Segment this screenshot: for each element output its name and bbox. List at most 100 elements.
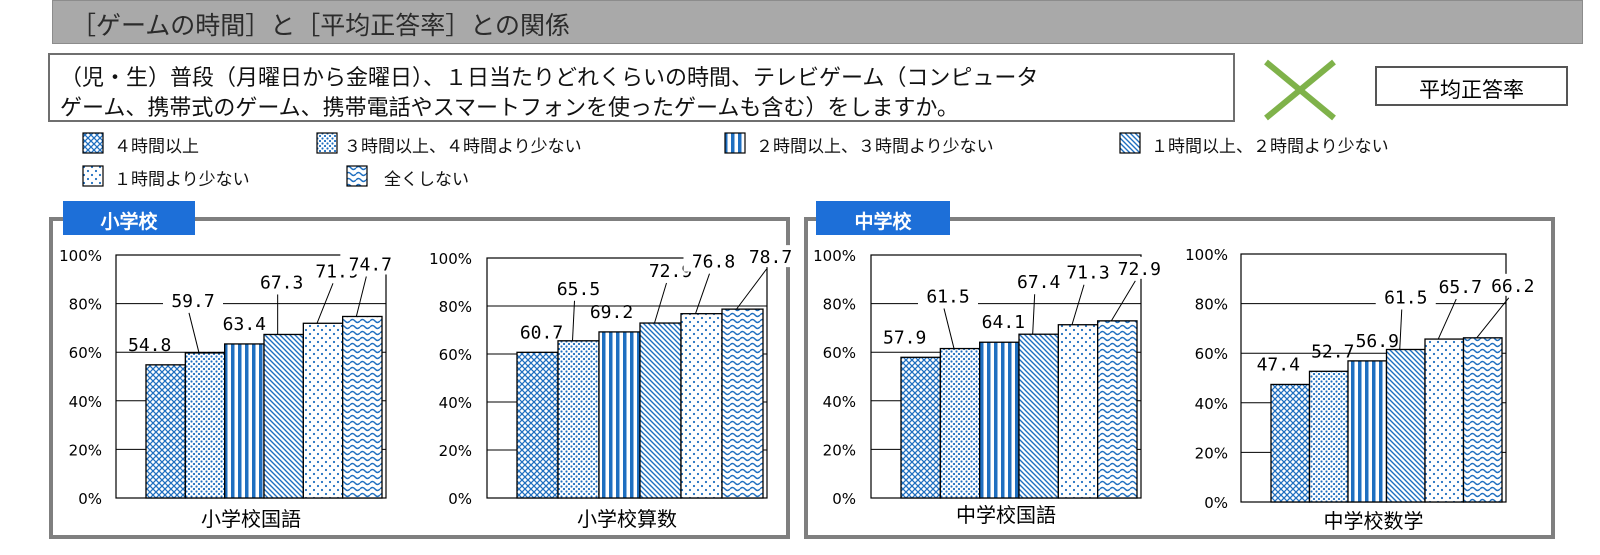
- leader-line: [1032, 294, 1036, 335]
- y-tick-label: 40%: [439, 394, 472, 412]
- leader-line: [943, 308, 955, 349]
- legend-swatch: [316, 132, 338, 154]
- value-label-bg: [548, 276, 609, 299]
- bar-under-1h: [302, 322, 344, 499]
- y-tick-label: 20%: [69, 441, 102, 459]
- bar-none: [721, 308, 764, 499]
- value-label: 47.4: [1257, 354, 1300, 375]
- cross-icon: [1264, 59, 1336, 121]
- chart-2: 0% 20% 40% 60% 80% 100% 60.7 65.569.2 72.9 76.8 78…: [429, 245, 801, 531]
- value-label: 61.5: [926, 287, 969, 308]
- y-tick-label: 80%: [1195, 296, 1228, 314]
- legend-label: 全くしない: [384, 170, 469, 190]
- chart-1: 0%20%40%60%80%100%54.859.763.467.371.974…: [59, 247, 401, 531]
- value-label-bg: [1008, 270, 1069, 293]
- value-label-bg: [1430, 275, 1491, 298]
- legend-label: １時間以上、２時間より少ない: [1151, 137, 1389, 157]
- legend-swatch: [724, 132, 746, 154]
- value-label-bg: [340, 252, 401, 275]
- bar-3-4h: [184, 352, 226, 499]
- measure-box: 平均正答率: [1375, 66, 1568, 106]
- value-label: 72.9: [649, 261, 692, 282]
- legend-swatch: [346, 165, 368, 187]
- y-tick-label: 80%: [439, 298, 472, 316]
- value-label: 74.7: [349, 254, 392, 275]
- y-tick-label: 20%: [439, 442, 472, 460]
- bar-1-2h: [263, 333, 304, 499]
- bar-3-4h: [1308, 370, 1349, 503]
- leader-line: [316, 283, 334, 324]
- panel-tag-junior-high: 中学校: [816, 201, 950, 235]
- leader-line: [1071, 284, 1085, 325]
- legend-swatch: [1119, 132, 1141, 154]
- y-tick-label: 80%: [823, 296, 856, 314]
- y-tick-label: 0%: [78, 490, 102, 508]
- bar-3-4h: [557, 340, 600, 499]
- question-line-1: （児・生）普段（月曜日から金曜日）、１日当たりどれくらいの時間、テレビゲーム（コ…: [60, 66, 1039, 91]
- leader-line: [1437, 298, 1457, 340]
- legend-label: ４時間以上: [114, 137, 199, 157]
- leader-line: [695, 273, 710, 314]
- value-label-bg: [163, 288, 223, 311]
- value-label: 56.9: [1356, 331, 1399, 352]
- chart-title: 小学校算数: [577, 507, 677, 531]
- bar-4h-plus: [1270, 383, 1311, 503]
- value-label-bg: [740, 245, 801, 268]
- y-tick-label: 60%: [439, 346, 472, 364]
- bar-none: [1462, 337, 1503, 503]
- bar-1-2h: [1385, 348, 1426, 503]
- value-label-bg: [1482, 273, 1543, 296]
- value-label: 76.8: [692, 252, 735, 273]
- panel-tag-elementary: 小学校: [63, 201, 195, 235]
- y-tick-label: 0%: [832, 490, 856, 508]
- panel-tag-label: 中学校: [854, 211, 912, 233]
- question-box: （児・生）普段（月曜日から金曜日）、１日当たりどれくらいの時間、テレビゲーム（コ…: [48, 53, 1235, 122]
- value-label: 78.7: [749, 247, 792, 268]
- value-label: 71.3: [1066, 263, 1109, 284]
- y-tick-label: 100%: [59, 247, 102, 265]
- bar-under-1h: [1424, 338, 1465, 503]
- value-label: 59.7: [171, 291, 214, 312]
- bar-4h-plus: [516, 351, 559, 499]
- y-tick-label: 20%: [823, 441, 856, 459]
- y-tick-label: 80%: [69, 296, 102, 314]
- value-label: 69.2: [590, 302, 633, 323]
- bar-none: [342, 315, 383, 499]
- chart-4: 0% 20% 40% 60% 80% 100% 47.4 52.7 56.9 61.5 65.7 66…: [1185, 246, 1543, 533]
- value-label-bg: [683, 249, 744, 272]
- leader-line: [572, 300, 575, 341]
- charts-root: 0%20%40%60%80%100%54.859.763.467.371.974…: [59, 245, 1543, 533]
- legend-swatch: [82, 165, 104, 187]
- y-tick-label: 0%: [448, 490, 472, 508]
- y-tick-label: 100%: [1185, 246, 1228, 264]
- bar-2-3h: [598, 331, 641, 499]
- value-label: 64.1: [982, 312, 1025, 333]
- leader-line: [188, 312, 200, 354]
- bar-3-4h: [939, 347, 981, 499]
- bar-2-3h: [1347, 360, 1388, 503]
- leader-line: [1110, 280, 1136, 322]
- title-bar: ［ゲームの時間］と［平均正答率］との関係: [52, 0, 1583, 44]
- bar-none: [1097, 320, 1138, 499]
- value-label-bg: [1375, 285, 1436, 308]
- bar-under-1h: [1057, 324, 1099, 499]
- value-label: 57.9: [883, 327, 926, 348]
- panel-elementary: [49, 217, 790, 539]
- chart-title: 中学校国語: [956, 503, 1056, 527]
- y-tick-label: 40%: [1195, 395, 1228, 413]
- leader-line: [736, 268, 767, 310]
- value-label: 65.7: [1439, 277, 1482, 298]
- bar-under-1h: [680, 313, 723, 499]
- page-title: ［ゲームの時間］と［平均正答率］との関係: [71, 11, 571, 40]
- value-label-bg: [1058, 260, 1118, 283]
- chart-title: 小学校国語: [201, 507, 301, 531]
- leader-line: [355, 276, 367, 317]
- y-tick-label: 20%: [1195, 444, 1228, 462]
- value-label-bg: [251, 270, 312, 293]
- value-label: 65.5: [557, 279, 600, 300]
- y-tick-label: 40%: [823, 393, 856, 411]
- y-tick-label: 60%: [69, 344, 102, 362]
- y-tick-label: 60%: [823, 344, 856, 362]
- value-label-bg: [918, 284, 978, 307]
